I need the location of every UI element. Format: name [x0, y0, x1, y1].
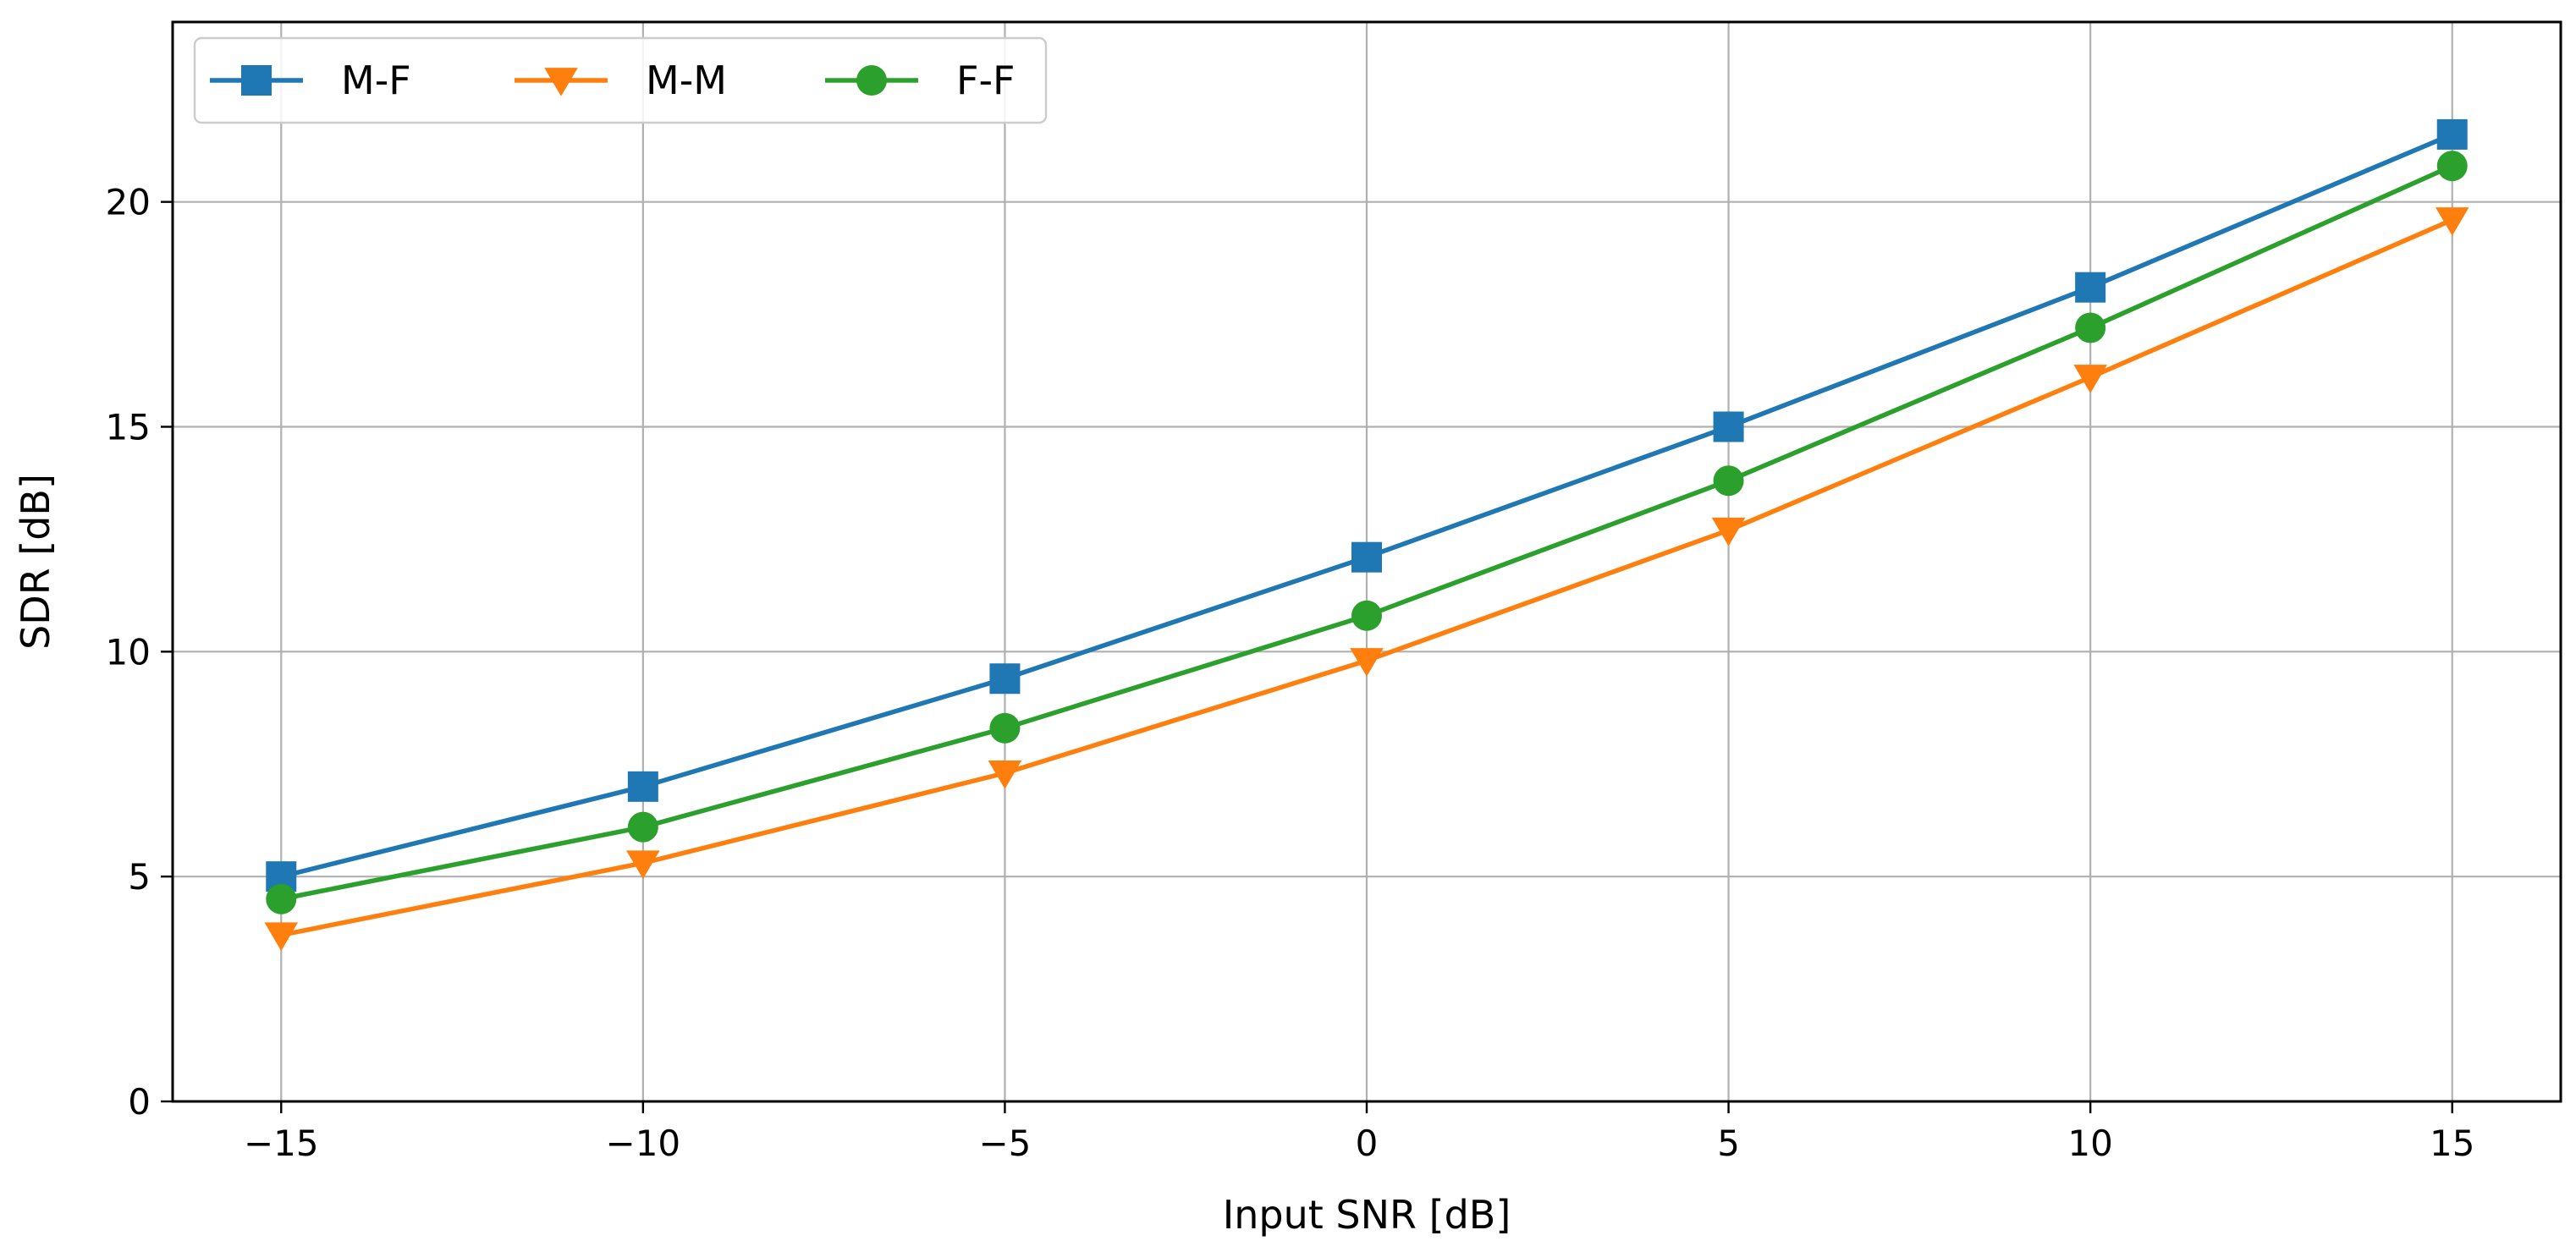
legend: M-F M-M F-F — [193, 36, 1048, 124]
series-f-f — [266, 151, 2468, 914]
grid-lines — [173, 22, 2561, 1103]
axis-ticks: −15 −10 −5 0 5 10 15 0 5 10 15 20 — [106, 182, 2475, 1164]
data-point-m-m — [1350, 648, 1384, 677]
plot-series — [264, 118, 2469, 952]
data-point-m-m — [2435, 207, 2469, 236]
legend-label-f-f: F-F — [956, 58, 1016, 103]
data-point-f-f — [2436, 151, 2468, 182]
data-point-f-f — [989, 712, 1021, 744]
x-tick-label: 0 — [1356, 1123, 1379, 1164]
legend-label-m-f: M-F — [341, 58, 411, 103]
y-tick-label: 15 — [106, 407, 151, 448]
data-point-f-f — [2075, 312, 2106, 343]
x-tick-label: −5 — [978, 1123, 1031, 1164]
data-point-m-m — [1711, 517, 1746, 546]
data-point-m-m — [626, 850, 660, 880]
data-point-f-f — [1713, 465, 1744, 497]
data-point-m-f — [2436, 118, 2468, 150]
x-tick-label: 10 — [2067, 1123, 2112, 1164]
y-tick-label: 5 — [128, 856, 151, 898]
legend-box — [193, 36, 1048, 124]
data-point-f-f — [627, 811, 658, 843]
legend-label-m-m: M-M — [646, 58, 727, 103]
y-tick-label: 0 — [128, 1081, 151, 1123]
y-tick-label: 10 — [106, 631, 151, 673]
data-point-m-f — [2075, 272, 2106, 303]
data-point-m-m — [264, 922, 299, 952]
data-point-m-f — [1713, 411, 1744, 442]
legend-marker-m-f — [241, 65, 272, 96]
data-point-m-m — [988, 761, 1022, 789]
x-tick-label: 5 — [1717, 1123, 1740, 1164]
series-m-f — [266, 118, 2468, 892]
y-tick-label: 20 — [106, 182, 151, 223]
legend-marker-f-f — [856, 65, 887, 96]
x-axis-label: Input SNR [dB] — [1223, 1192, 1511, 1238]
data-point-f-f — [1351, 600, 1382, 631]
legend-marker-m-m — [544, 68, 578, 96]
data-point-m-f — [1351, 541, 1382, 573]
y-axis-label: SDR [dB] — [13, 474, 58, 650]
x-tick-label: −15 — [244, 1123, 319, 1164]
data-point-f-f — [266, 883, 297, 914]
data-point-m-m — [2073, 365, 2107, 393]
data-point-m-f — [627, 771, 658, 802]
series-m-m — [264, 207, 2469, 952]
data-point-m-f — [989, 663, 1021, 695]
x-tick-label: 15 — [2430, 1123, 2474, 1164]
x-tick-label: −10 — [606, 1123, 681, 1164]
